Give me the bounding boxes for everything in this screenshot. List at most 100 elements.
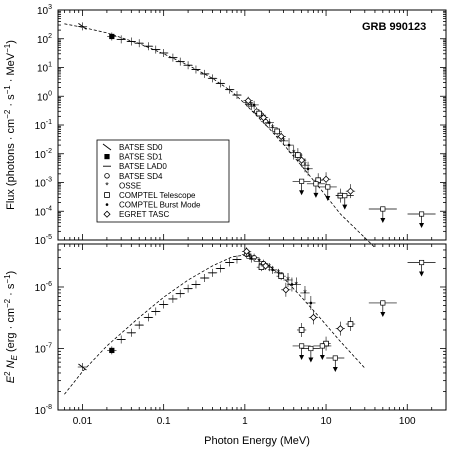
svg-text:*: * bbox=[282, 136, 286, 146]
legend-label: COMPTEL Burst Mode bbox=[119, 201, 201, 210]
data-point-flux bbox=[232, 91, 242, 100]
data-point-energy: * bbox=[254, 256, 264, 266]
data-point-energy bbox=[134, 321, 144, 330]
data-point-energy bbox=[345, 317, 356, 332]
data-point-flux bbox=[258, 113, 269, 122]
data-point-flux bbox=[107, 32, 117, 41]
y-axis-label-energy: E2 NE (erg · cm−2 · s−1) bbox=[3, 271, 19, 383]
y-tick-label-energy: 10-6 bbox=[35, 281, 52, 294]
point-marker: * bbox=[303, 160, 307, 170]
svg-text:*: * bbox=[268, 262, 272, 272]
data-point-flux bbox=[183, 61, 193, 70]
point-marker bbox=[282, 286, 290, 294]
data-point-flux bbox=[293, 148, 303, 163]
y-tick-label-energy: 10-7 bbox=[35, 342, 52, 355]
legend-label: COMPTEL Telescope bbox=[119, 191, 196, 200]
data-point-energy bbox=[183, 284, 193, 293]
data-point-energy bbox=[232, 255, 242, 264]
point-marker: * bbox=[277, 268, 281, 278]
svg-text:*: * bbox=[257, 256, 261, 266]
point-marker: * bbox=[248, 251, 252, 261]
x-tick-label: 10 bbox=[320, 416, 332, 427]
legend-label: BATSE SD0 bbox=[119, 143, 163, 152]
data-point-flux bbox=[191, 65, 201, 74]
svg-text:*: * bbox=[271, 123, 275, 133]
legend-marker bbox=[103, 210, 111, 218]
svg-text:*: * bbox=[248, 251, 252, 261]
data-point-flux bbox=[151, 45, 161, 54]
upper-limit-energy bbox=[292, 343, 311, 360]
point-marker bbox=[306, 167, 310, 171]
data-point-flux bbox=[143, 42, 154, 51]
data-point-flux bbox=[321, 172, 331, 187]
upper-limit-energy bbox=[368, 300, 397, 317]
data-point-energy: * bbox=[300, 285, 310, 300]
upper-limit-flux bbox=[335, 193, 354, 210]
data-point-energy bbox=[335, 321, 346, 336]
data-point-flux bbox=[276, 132, 286, 141]
svg-text:*: * bbox=[303, 160, 307, 170]
point-marker bbox=[78, 363, 87, 371]
y-tick-label-flux: 100 bbox=[37, 90, 52, 103]
data-point-flux bbox=[158, 48, 169, 57]
point-marker bbox=[109, 347, 115, 354]
svg-text:*: * bbox=[250, 101, 254, 111]
upper-limit-energy bbox=[326, 355, 345, 373]
point-marker bbox=[277, 132, 285, 141]
point-marker bbox=[287, 143, 291, 147]
point-marker bbox=[271, 268, 274, 272]
upper-limit-energy bbox=[313, 343, 332, 360]
data-point-energy bbox=[225, 258, 235, 267]
point-marker: * bbox=[303, 288, 307, 298]
data-point-energy bbox=[175, 289, 185, 298]
point-marker bbox=[295, 152, 301, 158]
svg-text:*: * bbox=[286, 275, 290, 285]
model-curves bbox=[64, 23, 376, 395]
data-point-energy bbox=[107, 346, 117, 355]
point-marker bbox=[109, 33, 115, 40]
y-tick-label-flux: 102 bbox=[37, 33, 52, 46]
data-point-flux bbox=[264, 118, 274, 127]
point-marker bbox=[256, 110, 262, 117]
y-axis-label-flux: Flux (photons · cm−2 · s−1 · MeV−1) bbox=[3, 40, 17, 210]
legend-label: BATSE LAD0 bbox=[119, 162, 167, 171]
x-axis-label: Photon Energy (MeV) bbox=[204, 435, 310, 447]
data-point-energy bbox=[306, 295, 316, 310]
data-point-energy bbox=[287, 277, 297, 292]
data-point-energy bbox=[268, 265, 278, 274]
point-marker bbox=[274, 128, 280, 135]
point-marker bbox=[309, 301, 313, 305]
data-point-flux bbox=[200, 69, 210, 78]
legend-entry: EGRET TASC bbox=[103, 210, 169, 219]
svg-text:*: * bbox=[303, 288, 307, 298]
chart-text: GRB 990123 Photon Energy (MeV) 10-5 10-4 1… bbox=[3, 4, 426, 447]
svg-text:*: * bbox=[277, 268, 281, 278]
svg-text:*: * bbox=[105, 180, 109, 190]
data-point-flux bbox=[126, 37, 136, 46]
upper-limit-flux bbox=[306, 181, 325, 198]
y-tick-label-flux: 10-3 bbox=[35, 177, 52, 190]
point-marker bbox=[322, 175, 330, 183]
data-point-flux bbox=[345, 184, 356, 199]
data-point-flux bbox=[175, 57, 185, 66]
data-point-energy bbox=[276, 272, 286, 281]
y-tick-label-flux: 103 bbox=[37, 4, 52, 17]
point-marker bbox=[298, 156, 306, 164]
data-point-flux bbox=[303, 161, 313, 176]
upper-limit-flux bbox=[318, 184, 337, 201]
data-point-energy bbox=[158, 300, 169, 309]
point-marker bbox=[252, 103, 256, 107]
data-point-flux bbox=[284, 138, 294, 153]
model-curve-energy bbox=[64, 254, 366, 395]
point-marker bbox=[278, 273, 284, 279]
legend-label: OSSE bbox=[119, 181, 141, 190]
legend-label: EGRET TASC bbox=[119, 210, 169, 219]
point-marker: * bbox=[250, 101, 254, 111]
axis-ticks bbox=[57, 9, 447, 411]
upper-limit-flux bbox=[292, 178, 311, 196]
legend-marker bbox=[102, 143, 112, 151]
data-point-flux bbox=[254, 109, 264, 118]
